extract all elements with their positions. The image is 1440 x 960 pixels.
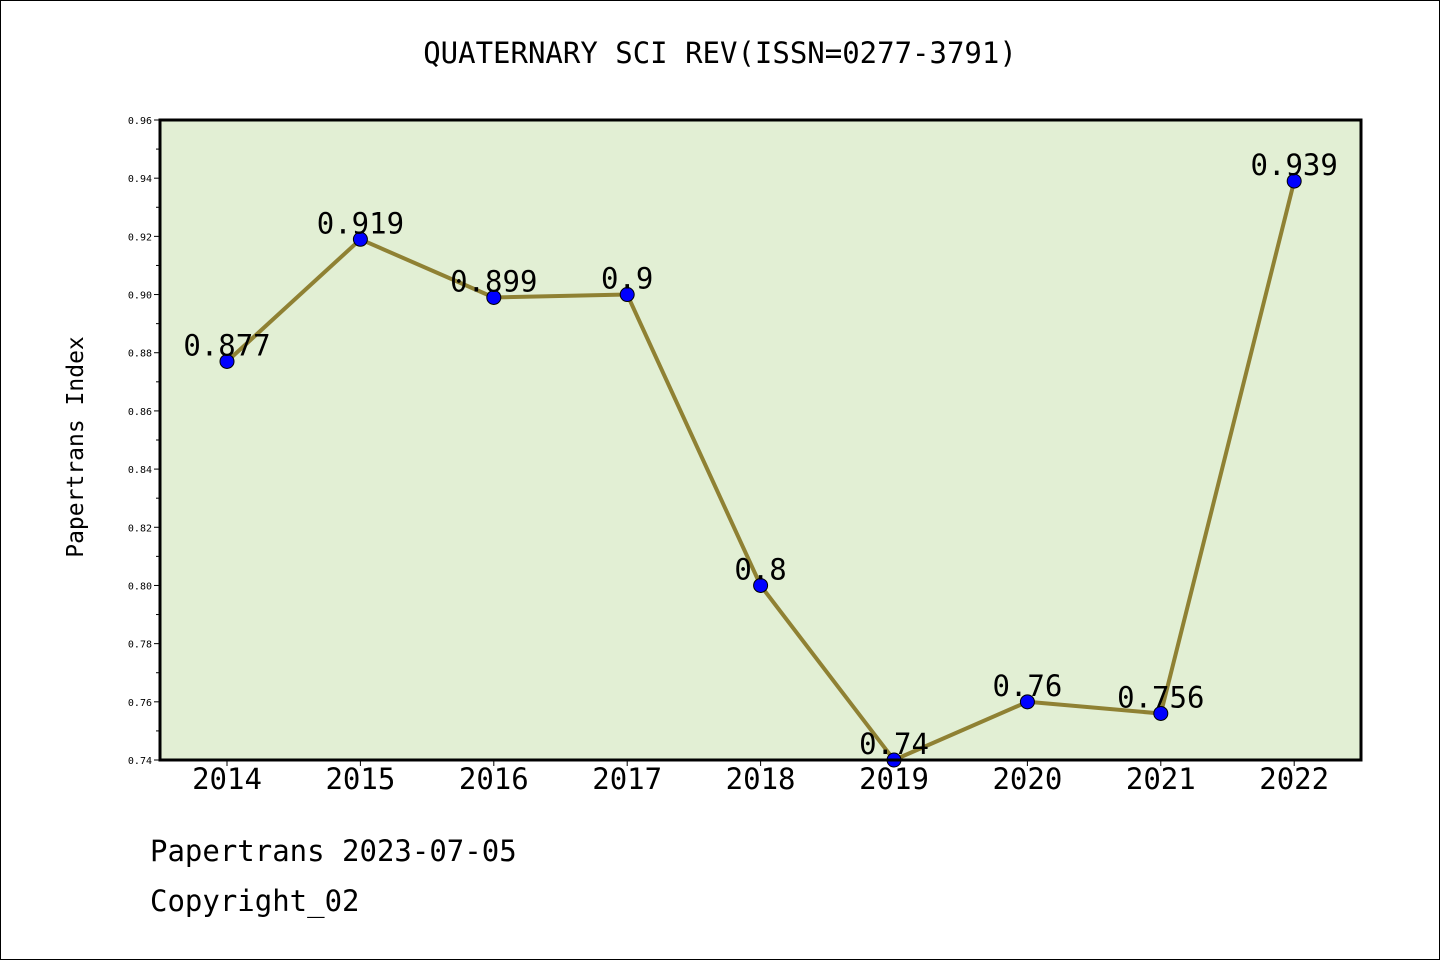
y-tick-label: 0.82	[128, 523, 152, 534]
y-axis: 0.74 0.76 0.78 0.80 0.82 0.84 0.86 0.88 0.90 0.92…	[128, 116, 160, 767]
x-tick-label: 2015	[325, 762, 395, 796]
data-point	[486, 289, 502, 305]
y-tick-label: 0.86	[128, 407, 152, 418]
footer-date: Papertrans 2023-07-05	[150, 834, 517, 868]
footer-copyright: Copyright_02	[150, 884, 360, 918]
plot-border	[158, 118, 1363, 762]
y-tick-label: 0.80	[128, 581, 152, 592]
data-label: 0.939	[1251, 148, 1338, 182]
data-label: 0.919	[317, 206, 404, 240]
y-tick-label: 0.90	[128, 291, 152, 302]
y-tick-label: 0.76	[128, 698, 152, 709]
data-label: 0.74	[859, 727, 929, 761]
data-point	[619, 287, 635, 303]
data-label: 0.877	[183, 328, 270, 362]
data-label: 0.899	[450, 264, 537, 298]
plot-area	[160, 120, 1361, 760]
data-point	[1153, 705, 1169, 721]
chart-title: QUATERNARY SCI REV(ISSN=0277-3791)	[423, 36, 1017, 70]
y-tick-label: 0.78	[128, 640, 152, 651]
x-tick-label: 2016	[459, 762, 529, 796]
data-label: 0.9	[601, 262, 653, 296]
y-tick-label: 0.74	[128, 756, 152, 767]
x-tick-label: 2014	[192, 762, 262, 796]
y-tick-label: 0.88	[128, 349, 152, 360]
data-point	[1286, 173, 1302, 189]
x-tick-label: 2017	[592, 762, 662, 796]
data-point	[219, 353, 235, 369]
x-tick-label: 2018	[726, 762, 796, 796]
y-tick-label: 0.92	[128, 232, 152, 243]
data-point	[1019, 694, 1035, 710]
y-tick-label: 0.94	[128, 174, 152, 185]
data-point	[753, 577, 769, 593]
data-label: 0.76	[992, 669, 1062, 703]
data-labels: 0.877 0.919 0.899 0.9 0.8 0.74 0.76 0.756 0.939	[183, 148, 1338, 761]
y-tick-label: 0.84	[128, 465, 152, 476]
x-tick-label: 2021	[1126, 762, 1196, 796]
data-point	[352, 231, 368, 247]
x-tick-label: 2022	[1259, 762, 1329, 796]
data-label: 0.756	[1117, 680, 1204, 714]
x-tick-label: 2020	[992, 762, 1062, 796]
y-tick-label: 0.96	[128, 116, 152, 127]
x-tick-label: 2019	[859, 762, 929, 796]
x-axis: 2014 2015 2016 2017 2018 2019 2020 2021 2022	[192, 760, 1329, 796]
data-label: 0.8	[734, 552, 786, 586]
